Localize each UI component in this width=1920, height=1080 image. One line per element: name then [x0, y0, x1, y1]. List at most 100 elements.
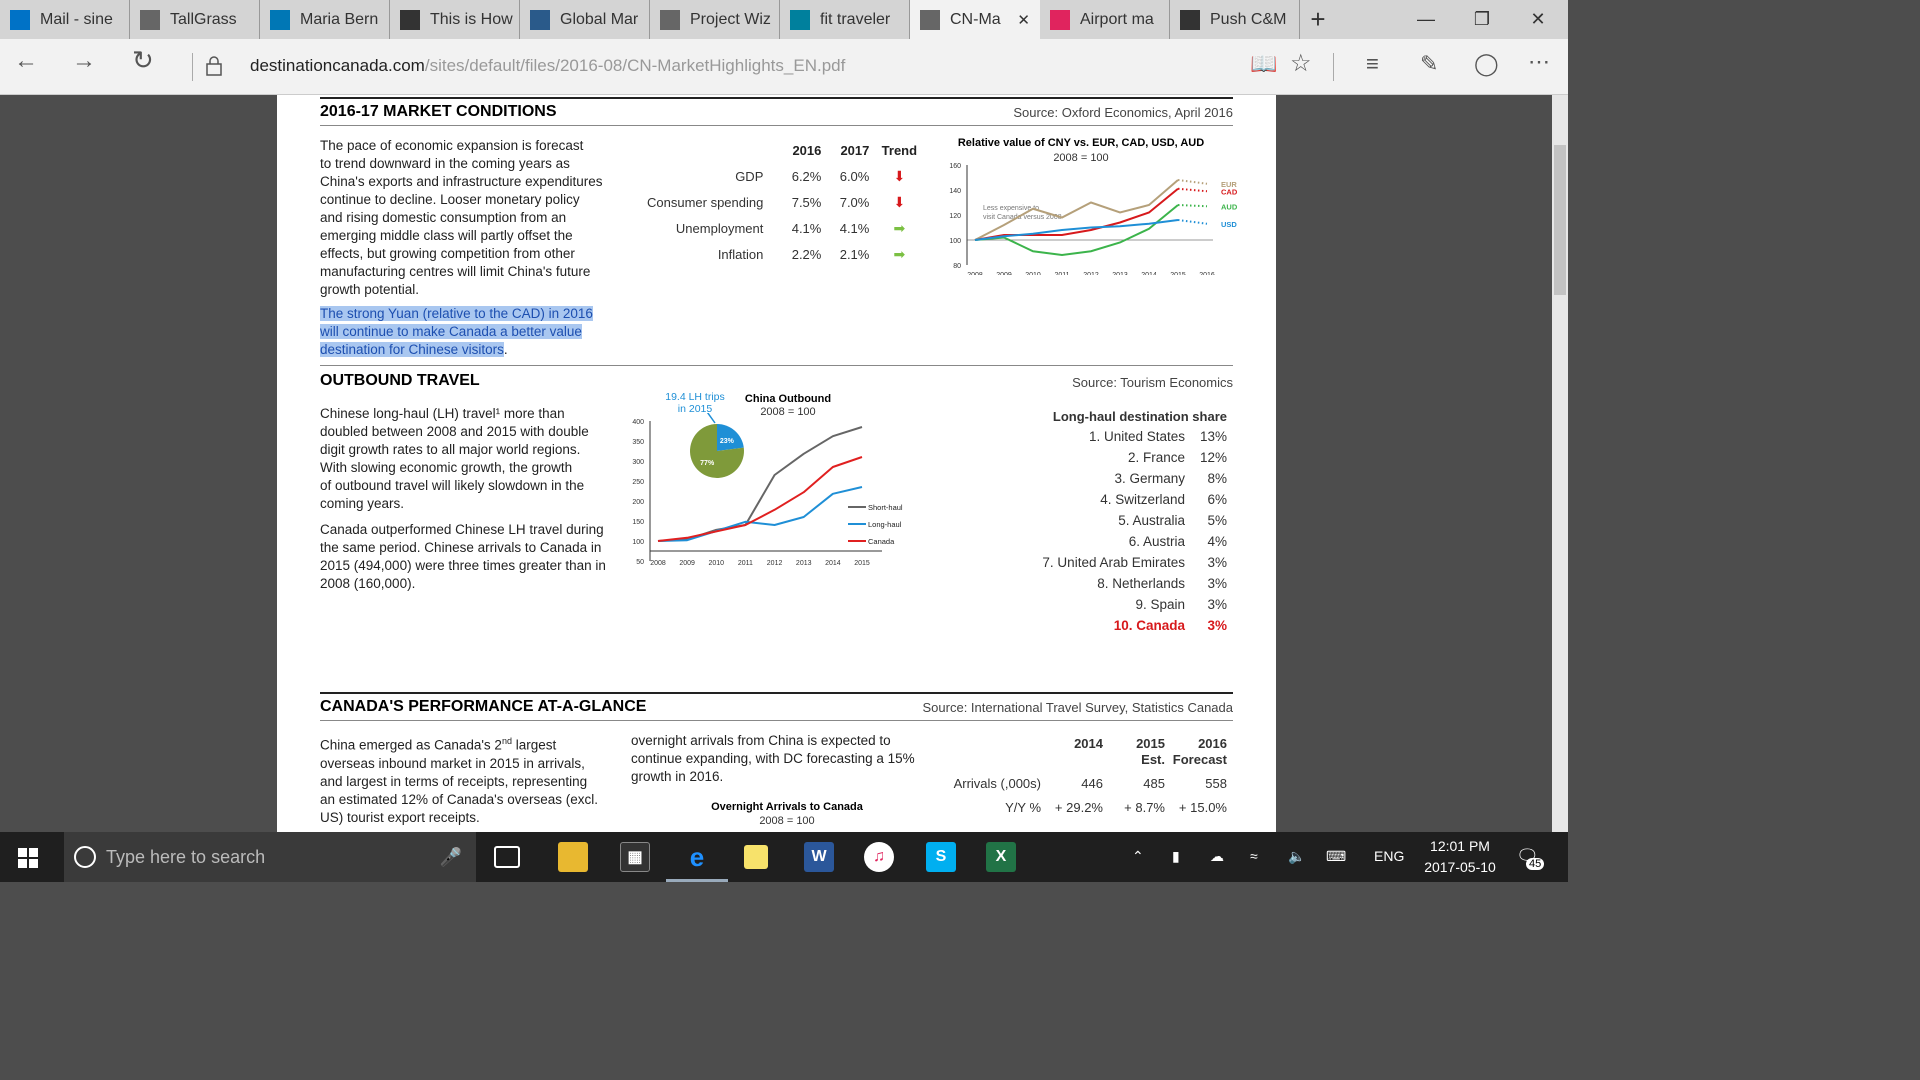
x-tick-label: 2009: [679, 560, 695, 567]
pie-label-line: 19.4 LH trips: [665, 391, 725, 403]
wifi-icon[interactable]: ≈: [1250, 848, 1258, 864]
onedrive-icon[interactable]: ☁: [1210, 848, 1224, 864]
tab-bar: Mail - sine TallGrass Maria Bern This is Ho…: [0, 0, 1568, 39]
pie-pointer: [706, 413, 716, 424]
series-label-usd: USD: [1221, 220, 1237, 229]
browser-tab[interactable]: Maria Bern: [260, 0, 390, 39]
url-field[interactable]: destinationcanada.com/sites/default/file…: [250, 56, 846, 75]
close-window-button[interactable]: ✕: [1530, 9, 1546, 29]
list-item: 10. Canada 3%: [1035, 618, 1227, 633]
excel-icon[interactable]: X: [986, 842, 1016, 872]
browser-tab[interactable]: Airport ma: [1040, 0, 1170, 39]
forward-button[interactable]: →: [72, 47, 96, 74]
text-line: emerging middle class will partly offset…: [320, 228, 573, 243]
table-header: 2016: [1198, 736, 1227, 751]
highlighted-text[interactable]: The strong Yuan (relative to the CAD) in…: [320, 305, 620, 359]
new-tab-button[interactable]: +: [1310, 4, 1326, 34]
x-tick-label: 2011: [738, 560, 753, 567]
browser-tab[interactable]: Project Wiz: [650, 0, 780, 39]
value-2017: 7.0%: [839, 194, 870, 210]
favorite-star-icon[interactable]: ☆: [1290, 50, 1312, 77]
outlook-icon: [10, 9, 30, 30]
text-line: overseas inbound market in 2015 in arriv…: [320, 755, 585, 771]
tab-label: Maria Bern: [300, 10, 379, 28]
browser-tab[interactable]: Global Mar: [520, 0, 650, 39]
outbound-title: OUTBOUND TRAVEL: [320, 372, 480, 389]
list-item: 2. France 12%: [1035, 450, 1227, 465]
browser-tab[interactable]: This is How: [390, 0, 520, 39]
browser-tab[interactable]: TallGrass: [130, 0, 260, 39]
y-tick-label: 120: [949, 213, 961, 220]
tab-label: CN-Ma: [950, 10, 1001, 28]
reading-view-icon[interactable]: 📖: [1250, 51, 1278, 76]
table-header: Est.: [1141, 752, 1165, 767]
text-line: With slowing economic growth, the growth: [320, 460, 573, 475]
taskbar-search[interactable]: Type here to search 🎤: [64, 832, 476, 882]
tab-label: Project Wiz: [690, 10, 771, 28]
search-placeholder: Type here to search: [106, 846, 266, 867]
battery-icon[interactable]: ▮: [1172, 848, 1180, 864]
tray-chevron-icon[interactable]: ⌃: [1132, 848, 1144, 864]
file-explorer-icon[interactable]: [558, 842, 588, 872]
scrollbar[interactable]: [1552, 95, 1568, 832]
back-button[interactable]: ←: [14, 47, 38, 74]
page-icon: [920, 9, 940, 30]
list-item: 3. Germany 8%: [1035, 471, 1227, 486]
annotation-line: Less expensive to: [983, 205, 1039, 212]
highlight-span: will continue to make Canada a better va…: [320, 324, 582, 339]
sticky-notes-icon[interactable]: [744, 845, 768, 869]
browser-tab[interactable]: Mail - sine: [0, 0, 130, 39]
restore-button[interactable]: ❐: [1473, 9, 1491, 29]
y-tick-label: 160: [949, 163, 961, 170]
destination-name: 10. Canada: [1113, 618, 1185, 633]
perf-paragraph-1: China emerged as Canada's 2nd largest ov…: [320, 732, 620, 827]
skype-icon[interactable]: S: [926, 842, 956, 872]
edge-icon[interactable]: e: [689, 841, 705, 872]
web-note-icon[interactable]: ✎: [1420, 51, 1439, 76]
browser-tab[interactable]: fit traveler: [780, 0, 910, 39]
windows-start-icon[interactable]: [18, 848, 38, 868]
browser-tab[interactable]: Push C&M: [1170, 0, 1300, 39]
browser-tab[interactable]: CN-Ma ✕: [910, 0, 1040, 39]
language-indicator[interactable]: ENG: [1374, 848, 1405, 864]
microphone-icon[interactable]: 🎤: [439, 846, 462, 867]
keyboard-icon[interactable]: ⌨: [1326, 848, 1347, 864]
text-line: an estimated 12% of Canada's overseas (e…: [320, 791, 598, 807]
more-icon[interactable]: ⋯: [1528, 49, 1550, 74]
destination-name: 7. United Arab Emirates: [1042, 555, 1185, 570]
minimize-button[interactable]: —: [1417, 9, 1435, 29]
text-line: effects, but growing competition from ot…: [320, 246, 575, 261]
text-line: coming years.: [320, 496, 405, 511]
destination-share: 12%: [1199, 450, 1227, 465]
hub-icon[interactable]: ≡: [1366, 51, 1379, 76]
x-tick-label: 2014: [825, 560, 841, 567]
scrollbar-thumb[interactable]: [1554, 145, 1566, 295]
divider: [192, 53, 193, 81]
share-icon[interactable]: ◯: [1474, 51, 1499, 76]
table-cell: 558: [1205, 776, 1227, 791]
outbound-chart: 400 350 300 250 200 150 100 50 2008 2009 2010 2011 2…: [632, 413, 903, 567]
task-view-icon[interactable]: [494, 846, 520, 868]
refresh-button[interactable]: ↻: [132, 45, 154, 75]
series-forecast-eur: [1177, 179, 1208, 185]
legend-label: Short-haul: [868, 503, 903, 512]
volume-icon[interactable]: 🔈: [1288, 848, 1306, 864]
table-row: Y/Y % + 29.2% + 8.7% + 15.0%: [937, 800, 1227, 815]
destination-name: 2. France: [1127, 450, 1185, 465]
tab-label: TallGrass: [170, 10, 237, 28]
table-cell: 446: [1081, 776, 1103, 791]
cny-chart: 160 140 120 100 80 2008 2009 2010 2011 2012 2013 20…: [949, 163, 1238, 275]
word-icon[interactable]: W: [804, 842, 834, 872]
taskbar: Type here to search 🎤 ▦ e W ♫ S X ⌃ ▮ ☁ …: [0, 832, 1568, 882]
text-line: and largest in terms of receipts, repres…: [320, 773, 588, 789]
close-tab-icon[interactable]: ✕: [1017, 11, 1030, 29]
address-bar: ← → ↻ destinationcanada.com/sites/defaul…: [0, 39, 1568, 95]
table-header: Trend: [881, 142, 918, 158]
cortana-icon: [74, 846, 96, 868]
clock[interactable]: 12:01 PM 2017-05-10: [1420, 838, 1500, 875]
right-arrow-icon: ➡: [893, 219, 906, 236]
destination-name: 8. Netherlands: [1097, 576, 1185, 591]
itunes-icon[interactable]: ♫: [864, 842, 894, 872]
table-row: Arrivals (,000s) 446 485 558: [937, 776, 1227, 791]
store-icon[interactable]: ▦: [620, 842, 650, 872]
